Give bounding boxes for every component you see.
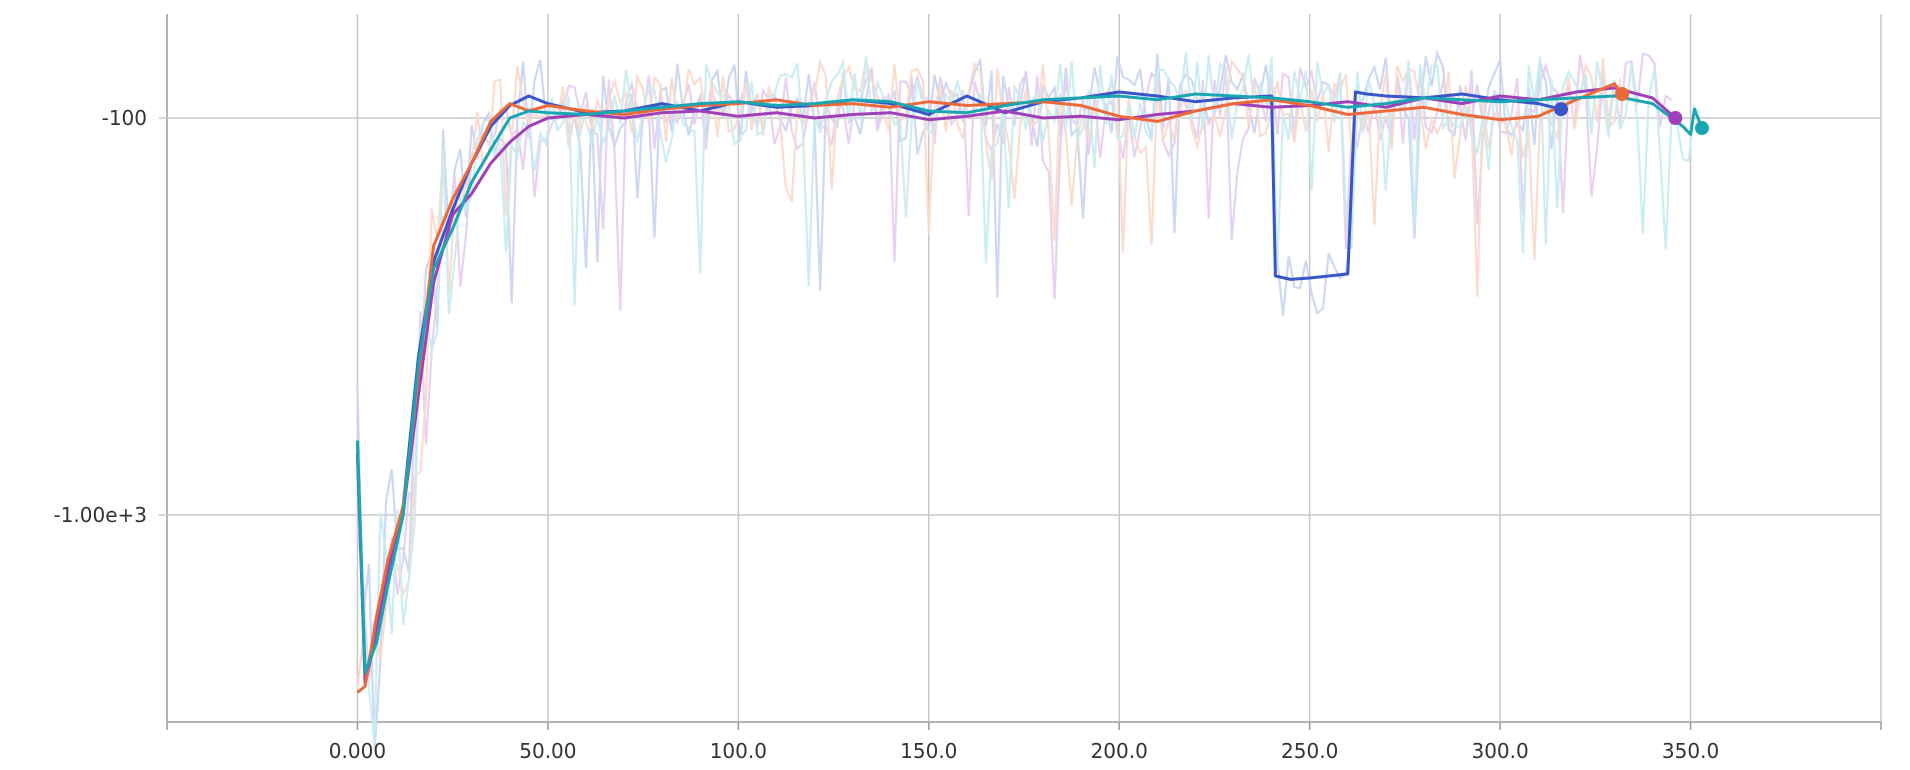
raw-noise-layer bbox=[356, 49, 1701, 750]
y-tick-label: -1.00e+3 bbox=[53, 503, 147, 527]
series-3-line bbox=[355, 92, 1704, 675]
series-end-marker bbox=[1554, 102, 1569, 117]
series-end-marker bbox=[1614, 86, 1629, 101]
end-marker-layer bbox=[1554, 86, 1709, 136]
x-tick-label: 0.000 bbox=[329, 739, 386, 763]
x-tick-label: 200.0 bbox=[1091, 739, 1148, 763]
x-tick-label: 350.0 bbox=[1662, 739, 1719, 763]
series-2-raw-line bbox=[356, 56, 1622, 689]
series-0-line bbox=[355, 90, 1562, 682]
series-end-marker bbox=[1694, 121, 1709, 136]
x-tick-label: 100.0 bbox=[710, 739, 767, 763]
x-tick-label: 50.00 bbox=[519, 739, 576, 763]
series-1-raw-line bbox=[356, 52, 1673, 684]
series-3-raw-line bbox=[356, 52, 1701, 744]
x-tick-label: 300.0 bbox=[1471, 739, 1528, 763]
y-tick-label: -100 bbox=[102, 106, 147, 130]
tick-label-layer: 0.000 50.00 100.0 150.0 200.0 250.0 300.0 350.0… bbox=[53, 106, 1719, 763]
x-tick-label: 150.0 bbox=[900, 739, 957, 763]
x-tick-label: 250.0 bbox=[1281, 739, 1338, 763]
series-end-marker bbox=[1668, 111, 1683, 125]
series-2-line bbox=[356, 82, 1624, 694]
series-layer bbox=[355, 82, 1704, 694]
